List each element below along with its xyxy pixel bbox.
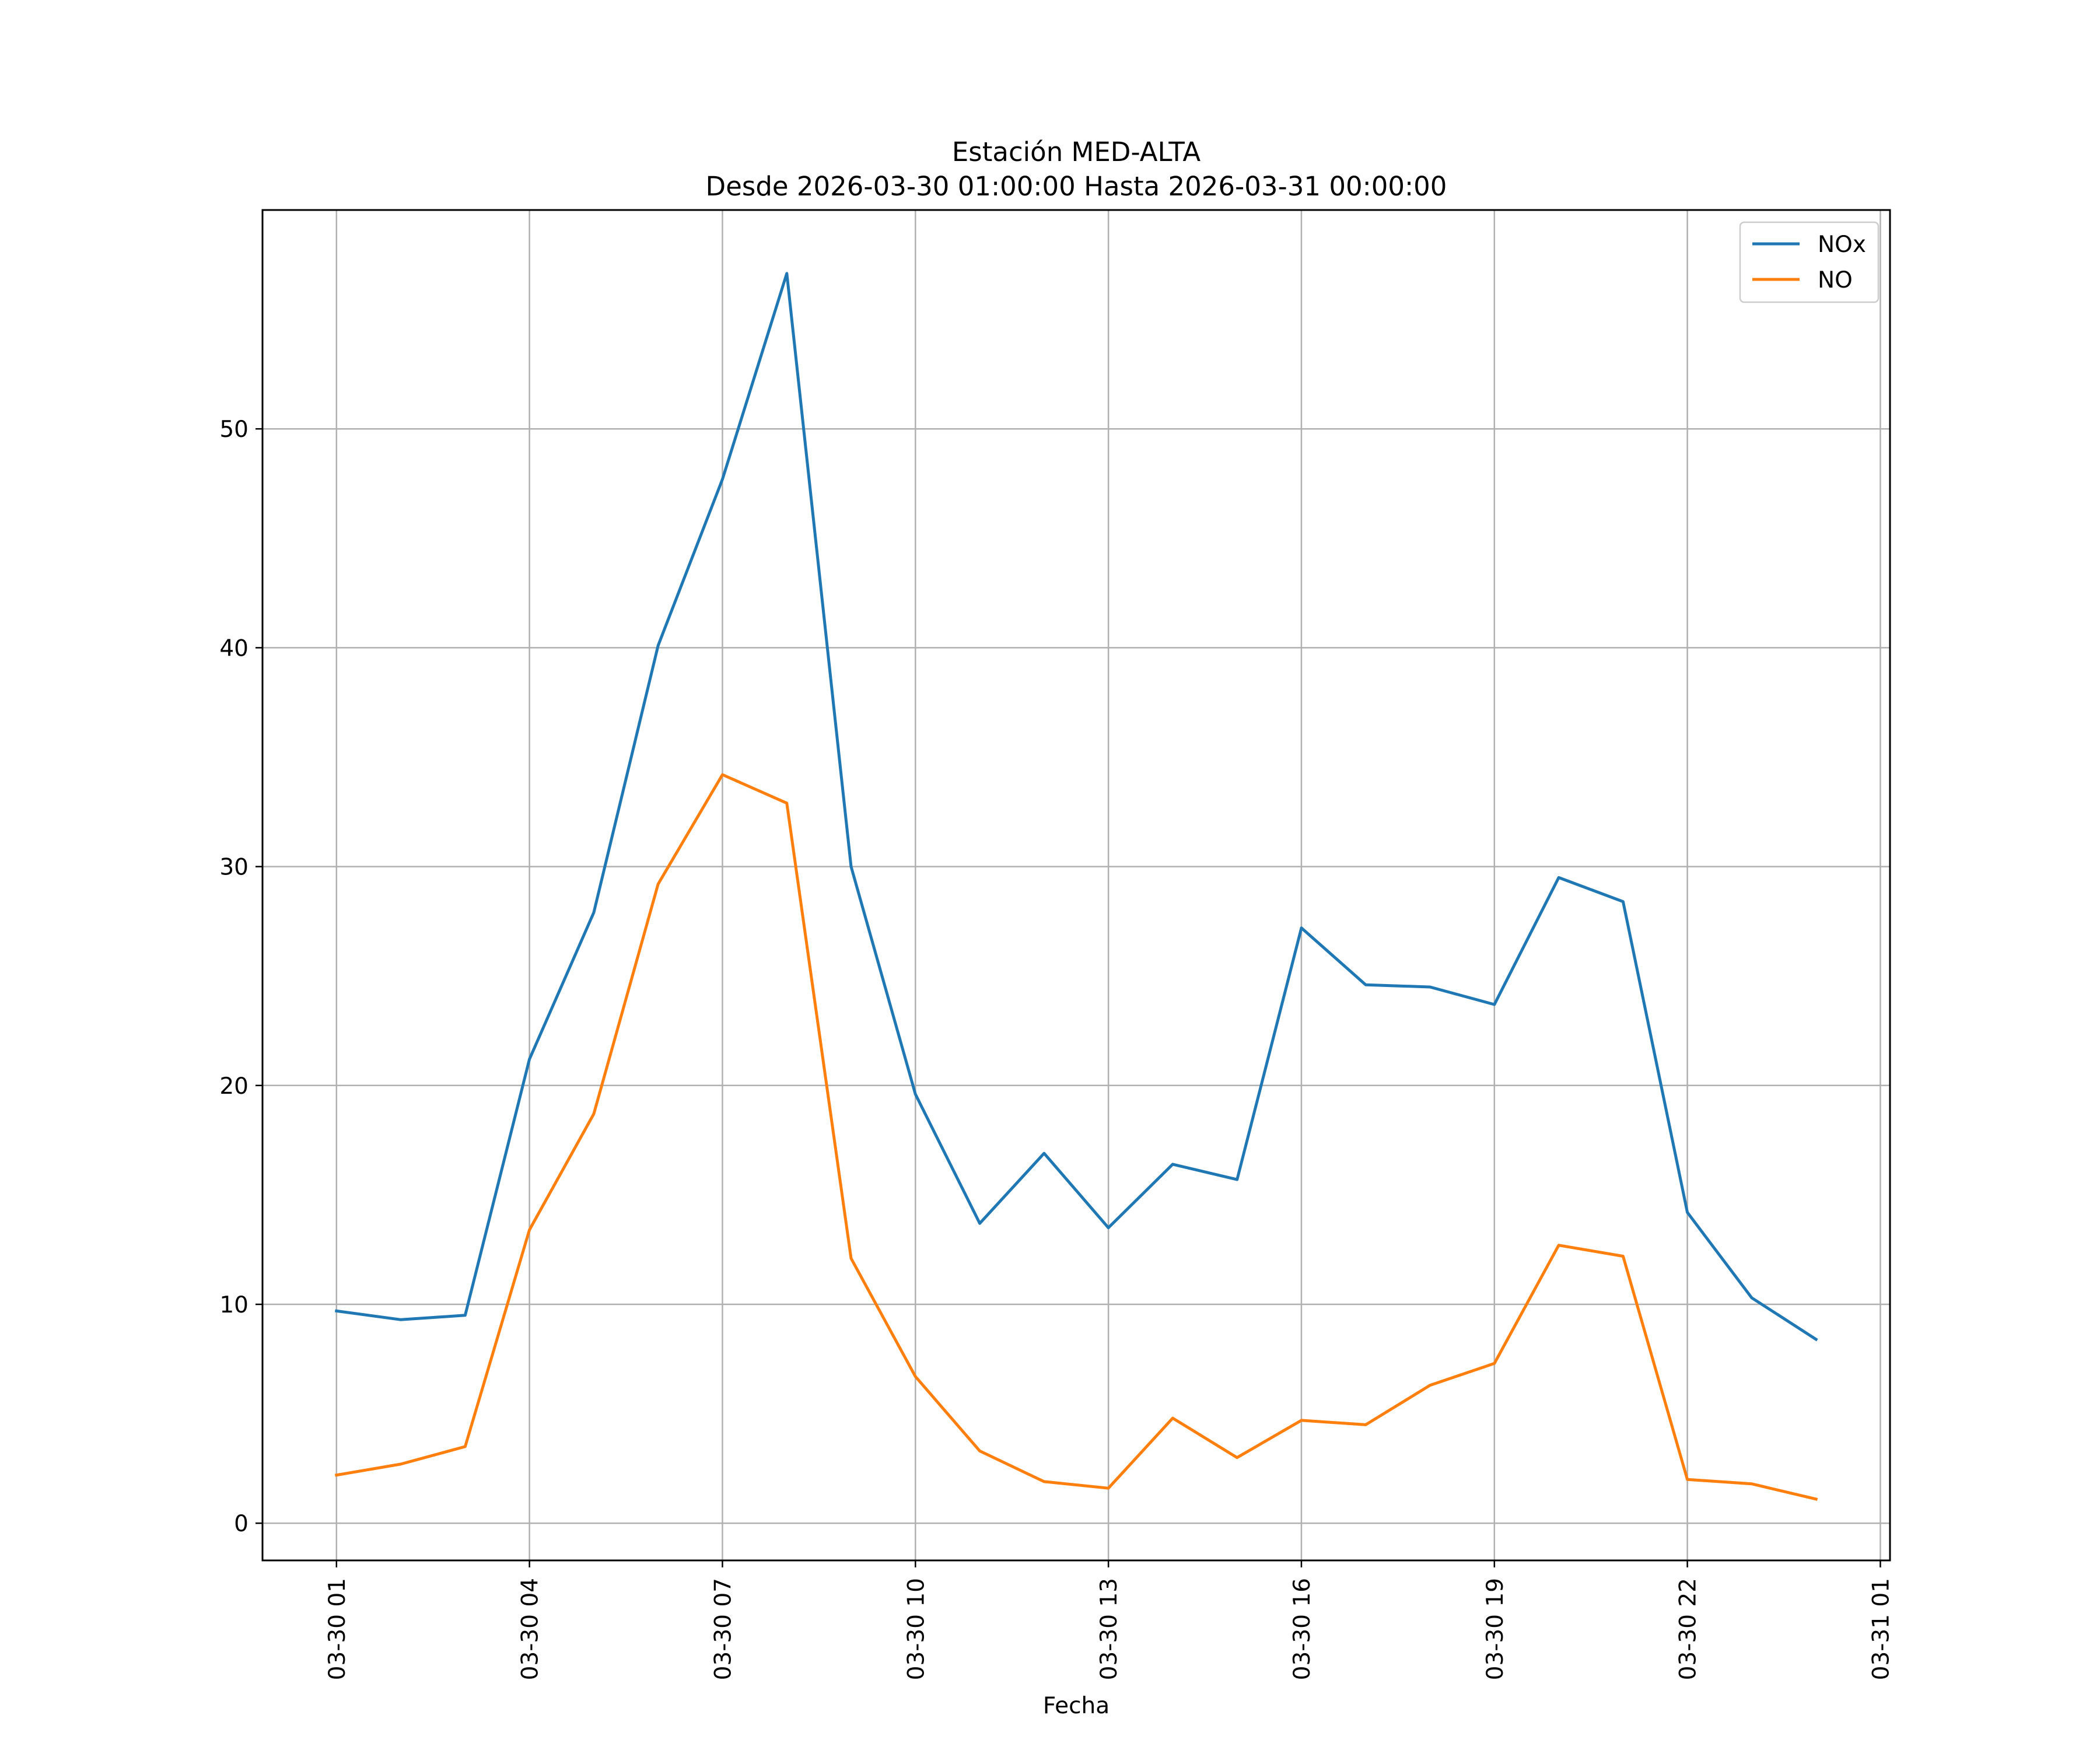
- y-tick-label: 50: [219, 416, 249, 443]
- x-tick-label: 03-30 07: [710, 1578, 736, 1680]
- x-tick-label: 03-30 13: [1096, 1578, 1122, 1680]
- legend-label-nox: NOx: [1818, 232, 1866, 258]
- x-tick-label: 03-30 19: [1482, 1578, 1508, 1680]
- y-tick-label: 10: [219, 1292, 249, 1318]
- legend-label-no: NO: [1818, 267, 1853, 293]
- axis-ticks: 0 10 20 30 40 50 03-30 01 03-30 04 03-30 07 03-30…: [219, 416, 1894, 1680]
- chart-title: Estación MED-ALTA: [952, 136, 1201, 167]
- series-lines: [334, 272, 1818, 1501]
- series-line-no: [334, 773, 1818, 1501]
- x-tick-label: 03-30 16: [1289, 1578, 1315, 1680]
- x-tick-label: 03-30 22: [1675, 1578, 1702, 1680]
- plot-frame: [261, 209, 1891, 1562]
- x-tick-label: 03-30 01: [324, 1578, 351, 1680]
- y-tick-label: 40: [219, 635, 249, 662]
- chart-subtitle: Desde 2026-03-30 01:00:00 Hasta 2026-03-…: [706, 171, 1447, 202]
- x-tick-label: 03-31 01: [1868, 1578, 1894, 1680]
- legend-box: [1739, 221, 1880, 303]
- legend: NOx NO: [1739, 221, 1880, 303]
- y-tick-label: 20: [219, 1073, 249, 1100]
- y-tick-label: 0: [234, 1511, 249, 1537]
- x-tick-label: 03-30 04: [517, 1578, 544, 1680]
- series-line-nox: [334, 272, 1818, 1342]
- x-axis-label: Fecha: [1043, 1693, 1110, 1719]
- grid-lines: [262, 210, 1890, 1560]
- x-tick-label: 03-30 10: [903, 1578, 929, 1680]
- y-tick-label: 30: [219, 855, 249, 881]
